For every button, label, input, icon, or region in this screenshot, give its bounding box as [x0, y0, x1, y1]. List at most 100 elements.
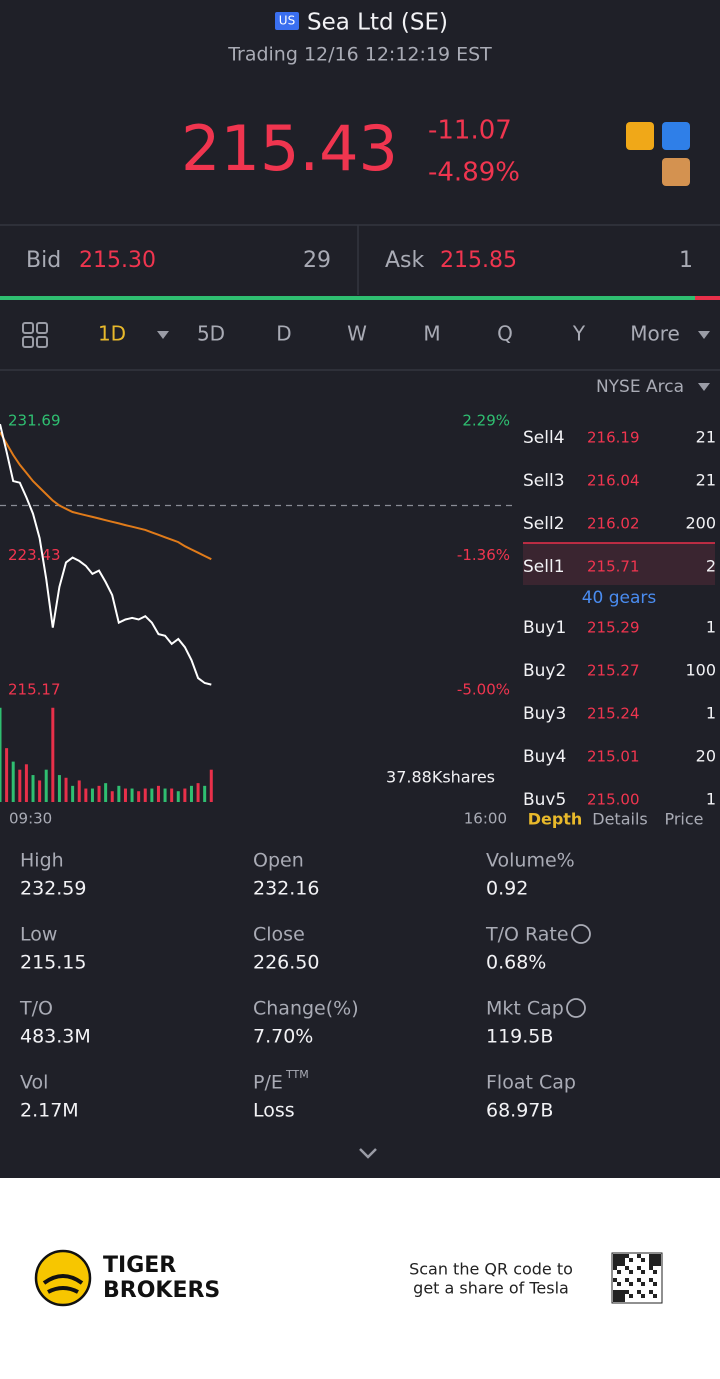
period-tab[interactable]: Y: [572, 322, 586, 346]
change: -11.07: [428, 116, 512, 146]
depth-tab[interactable]: Details: [592, 810, 647, 829]
depth-gears[interactable]: 40 gears: [582, 588, 657, 608]
qr-cell: [649, 1254, 653, 1258]
qr-cell: [629, 1294, 633, 1298]
dropdown-arrow[interactable]: [157, 331, 169, 339]
depth-tab[interactable]: Price: [664, 810, 703, 829]
depth-price: 215.29: [587, 619, 640, 637]
volume-bar: [143, 788, 147, 802]
volume-bar: [170, 788, 174, 802]
qr-cell: [653, 1282, 657, 1286]
depth-size: 1: [706, 790, 716, 809]
depth-tab[interactable]: Depth: [528, 810, 583, 829]
stat-label: P/E: [253, 1072, 283, 1094]
icon-dollar[interactable]: [626, 122, 654, 150]
qr-cell: [637, 1254, 641, 1258]
volume-bar: [130, 788, 134, 802]
depth-level: Sell1: [523, 557, 565, 577]
depth-price: 216.02: [587, 515, 640, 533]
ask-price: 215.85: [440, 248, 517, 273]
period-tab[interactable]: 5D: [197, 322, 225, 346]
qr-cell: [629, 1258, 633, 1262]
icon-flash[interactable]: [662, 122, 690, 150]
bid-price: 215.30: [79, 248, 156, 273]
qr-cell: [613, 1298, 617, 1302]
expand-chevron[interactable]: [359, 1148, 377, 1159]
volume-bar: [84, 788, 88, 802]
volume-bar: [209, 769, 213, 802]
qr-cell: [625, 1254, 629, 1258]
icon-academy[interactable]: [662, 158, 690, 186]
qr-cell: [621, 1290, 625, 1294]
exchange[interactable]: NYSE Arca: [596, 377, 684, 397]
ask-size: 1: [679, 248, 693, 273]
stat-value: 68.97B: [486, 1100, 553, 1122]
qr-cell: [625, 1290, 629, 1294]
bid-size: 29: [303, 248, 331, 273]
depth-level: Buy4: [523, 747, 566, 767]
promo: Scan the QR code to: [409, 1260, 573, 1279]
market-badge-bg: [275, 12, 299, 30]
stat-value: 119.5B: [486, 1026, 553, 1048]
dropdown-arrow[interactable]: [698, 331, 710, 339]
qr-cell: [617, 1254, 621, 1258]
volume-bar: [189, 785, 193, 802]
y-tick-label: 215.17: [8, 681, 61, 699]
depth-price: 215.00: [587, 791, 640, 809]
depth-level: Buy3: [523, 704, 566, 724]
period-tab[interactable]: Q: [497, 322, 513, 346]
volume-bar: [57, 775, 61, 802]
stat-label: High: [20, 850, 64, 872]
period-tab[interactable]: W: [347, 322, 367, 346]
stat-value: 0.92: [486, 878, 528, 900]
depth-size: 1: [706, 704, 716, 723]
depth-level: Buy2: [523, 661, 566, 681]
volume-max-label: 37.88Kshares: [386, 768, 495, 787]
stat-value: 483.3M: [20, 1026, 91, 1048]
qr-cell: [653, 1262, 657, 1266]
depth-price: 216.19: [587, 429, 640, 447]
volume-bar: [24, 764, 28, 802]
dropdown-arrow[interactable]: [698, 383, 710, 391]
volume-bar: [176, 791, 180, 802]
qr-cell: [613, 1254, 617, 1258]
stat-label: T/O Rate: [485, 924, 569, 946]
x-tick-label: 09:30: [9, 810, 52, 828]
volume-bar: [11, 761, 15, 802]
stat-label: T/O: [19, 998, 53, 1020]
period-tab[interactable]: M: [423, 322, 440, 346]
depth-size: 21: [696, 428, 716, 447]
volume-bar: [44, 769, 48, 802]
status: Trading 12/16 12:12:19 EST: [227, 44, 492, 66]
ask-label: Ask: [385, 248, 425, 273]
info-icon[interactable]: [571, 924, 591, 944]
period-tab[interactable]: More: [630, 322, 680, 346]
volume-bar: [18, 769, 22, 802]
period-tab[interactable]: D: [276, 322, 291, 346]
qr-cell: [653, 1270, 657, 1274]
qr-cell: [613, 1294, 617, 1298]
depth-price: 216.04: [587, 472, 640, 490]
depth-size: 21: [696, 471, 716, 490]
qr-cell: [621, 1298, 625, 1302]
qr-cell: [653, 1294, 657, 1298]
qr-cell: [621, 1262, 625, 1266]
depth-size: 100: [685, 661, 716, 680]
volume-bar: [97, 785, 101, 802]
layout-icon[interactable]: [22, 322, 48, 348]
stat-value: 7.70%: [253, 1026, 313, 1048]
background: [0, 0, 720, 1178]
info-icon[interactable]: [566, 998, 586, 1018]
depth-price: 215.71: [587, 558, 640, 576]
footer: [0, 1178, 720, 1379]
stat-label: Vol: [20, 1072, 48, 1094]
volume-bar: [71, 785, 75, 802]
qr-cell: [613, 1258, 617, 1262]
period-tab[interactable]: 1D: [98, 322, 126, 346]
volume-bar: [90, 788, 94, 802]
brand: BROKERS: [103, 1278, 220, 1303]
qr-cell: [657, 1258, 661, 1262]
qr-cell: [613, 1262, 617, 1266]
depth-level: Buy1: [523, 618, 566, 638]
